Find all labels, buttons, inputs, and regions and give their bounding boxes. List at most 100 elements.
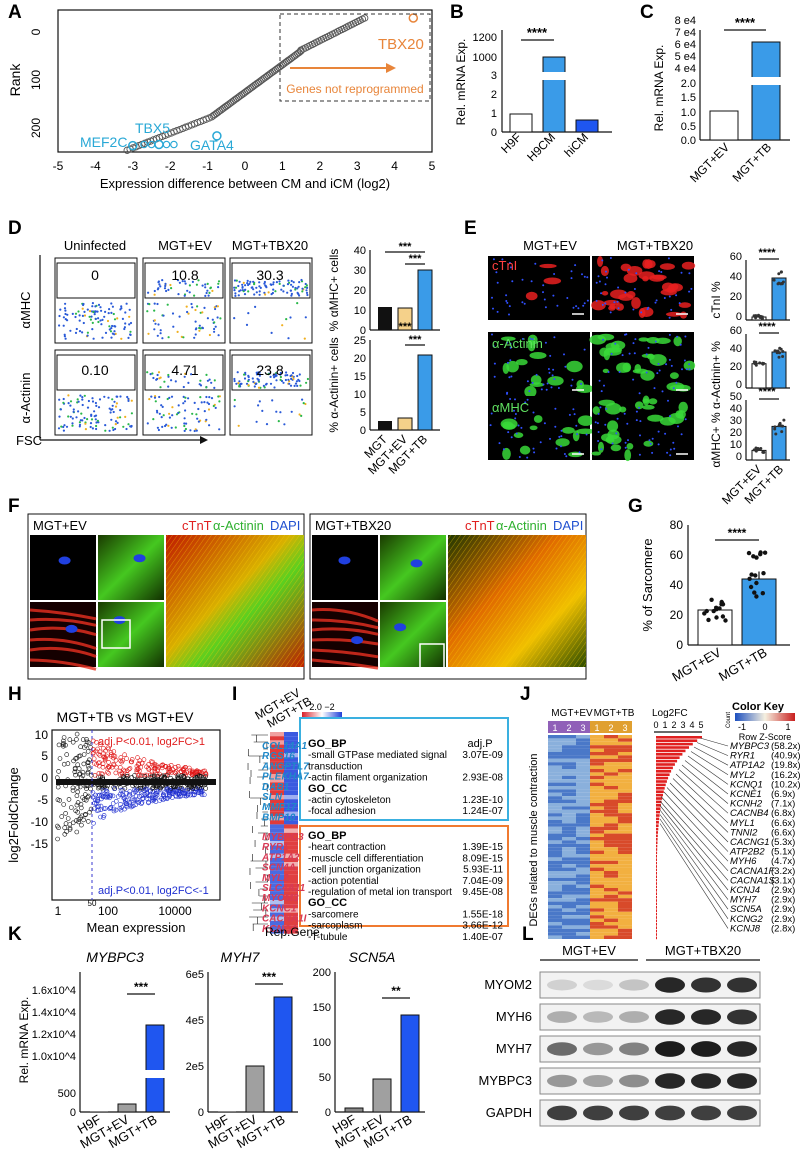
panel-a-ylabel: Rank (7, 63, 23, 97)
e-nucleus (554, 407, 557, 410)
mef2c-label: MEF2C (80, 134, 127, 150)
i-cell (270, 786, 284, 791)
d-event (95, 421, 98, 424)
j-cell (618, 806, 632, 810)
i-go-term: -action potential (308, 876, 379, 887)
j-cell (618, 911, 632, 916)
j-cell (562, 755, 576, 759)
i-cell (284, 887, 298, 892)
e-nucleus (491, 296, 493, 299)
e-cell (515, 358, 528, 366)
g-xcat: MGT+TB (716, 645, 769, 685)
d-event (175, 413, 179, 416)
g-dot-tb (760, 591, 765, 596)
j-cell (618, 769, 632, 773)
d-event (168, 396, 171, 399)
j-cell (618, 891, 632, 895)
j-gene-fc: (40.9x) (771, 751, 800, 762)
e-nucleus (508, 313, 510, 316)
h-gene (86, 793, 91, 799)
j-cell (618, 847, 632, 851)
j-cell (604, 738, 618, 742)
h-gene (67, 737, 73, 742)
j-fc-bar (656, 739, 698, 742)
h-gene (104, 789, 110, 795)
b-ytick: 1200 (473, 32, 497, 44)
j-cell (562, 833, 576, 837)
i-go-term: -regulation of metal ion transport (308, 887, 452, 898)
h-ytick: -15 (31, 837, 49, 851)
d-event (80, 412, 83, 415)
h-gene (142, 772, 148, 778)
e-nucleus (531, 381, 534, 384)
i-go-p: 9.45E-08 (462, 887, 503, 898)
panel-k: Rel. mRNA Exp. MYBPC3 0 500 1.0x10^4 1.2… (17, 949, 425, 1152)
j-cell (576, 758, 590, 763)
e-cell (555, 438, 570, 447)
d-event (156, 373, 159, 377)
j-cell (618, 867, 632, 871)
j-cell (618, 901, 632, 905)
e-cell (638, 337, 649, 342)
d-gate (56, 262, 136, 299)
j-cell (562, 803, 576, 807)
j-cell (562, 881, 576, 885)
i-cell (270, 879, 284, 884)
d-event (259, 286, 262, 289)
i-go-term: -heart contraction (308, 842, 386, 853)
f-zoom-box (419, 643, 445, 669)
f-nucleus (133, 554, 146, 563)
e-nucleus (513, 409, 515, 412)
d-event (301, 398, 304, 401)
j-gene: MYH7 (730, 895, 757, 906)
j-cell (576, 775, 590, 780)
j-cell (590, 803, 604, 807)
j-cell (562, 891, 576, 895)
d-event (86, 331, 89, 334)
d-event (127, 399, 130, 402)
d-event (75, 416, 78, 419)
e-nucleus (570, 384, 573, 387)
e-dot (779, 424, 783, 428)
i-cell (270, 866, 284, 871)
d-event (234, 286, 238, 289)
panel-j-letter: J (520, 684, 531, 705)
h-gene (96, 803, 101, 809)
j-cell (590, 908, 604, 912)
e-dot (754, 316, 758, 320)
d-event (206, 282, 209, 285)
e-cell (597, 441, 605, 453)
d-event (184, 396, 187, 399)
j-cell (618, 915, 632, 919)
e-cell (519, 445, 531, 455)
d-event (170, 426, 173, 429)
i-cell (270, 820, 284, 825)
h-gene (105, 793, 111, 799)
d-event (126, 395, 129, 399)
j-cell (590, 765, 604, 769)
d-event (193, 336, 196, 339)
j-gene: KCNE1 (730, 789, 762, 800)
d-event (278, 282, 281, 285)
d-event (63, 335, 66, 338)
d-event (205, 418, 208, 421)
j-cell (576, 765, 590, 769)
d-event (298, 413, 301, 416)
j-fc-bar (656, 780, 667, 783)
e1-ylabel: cTnI % (709, 281, 723, 319)
j-cell (576, 901, 590, 905)
e-nucleus (506, 301, 509, 304)
panel-h-letter: H (8, 684, 22, 705)
e-nucleus (601, 303, 604, 306)
i-cell (270, 891, 284, 896)
e-nucleus (632, 342, 635, 345)
d-event (292, 281, 295, 284)
i-red-gene: KCNQ1 (262, 924, 297, 935)
k2-bar-tb (273, 996, 293, 1113)
d-event (289, 384, 293, 387)
j-cell (562, 816, 576, 820)
h-gene (150, 786, 155, 791)
d-event (129, 321, 133, 325)
j-cell (590, 843, 604, 848)
d-event (79, 419, 82, 422)
